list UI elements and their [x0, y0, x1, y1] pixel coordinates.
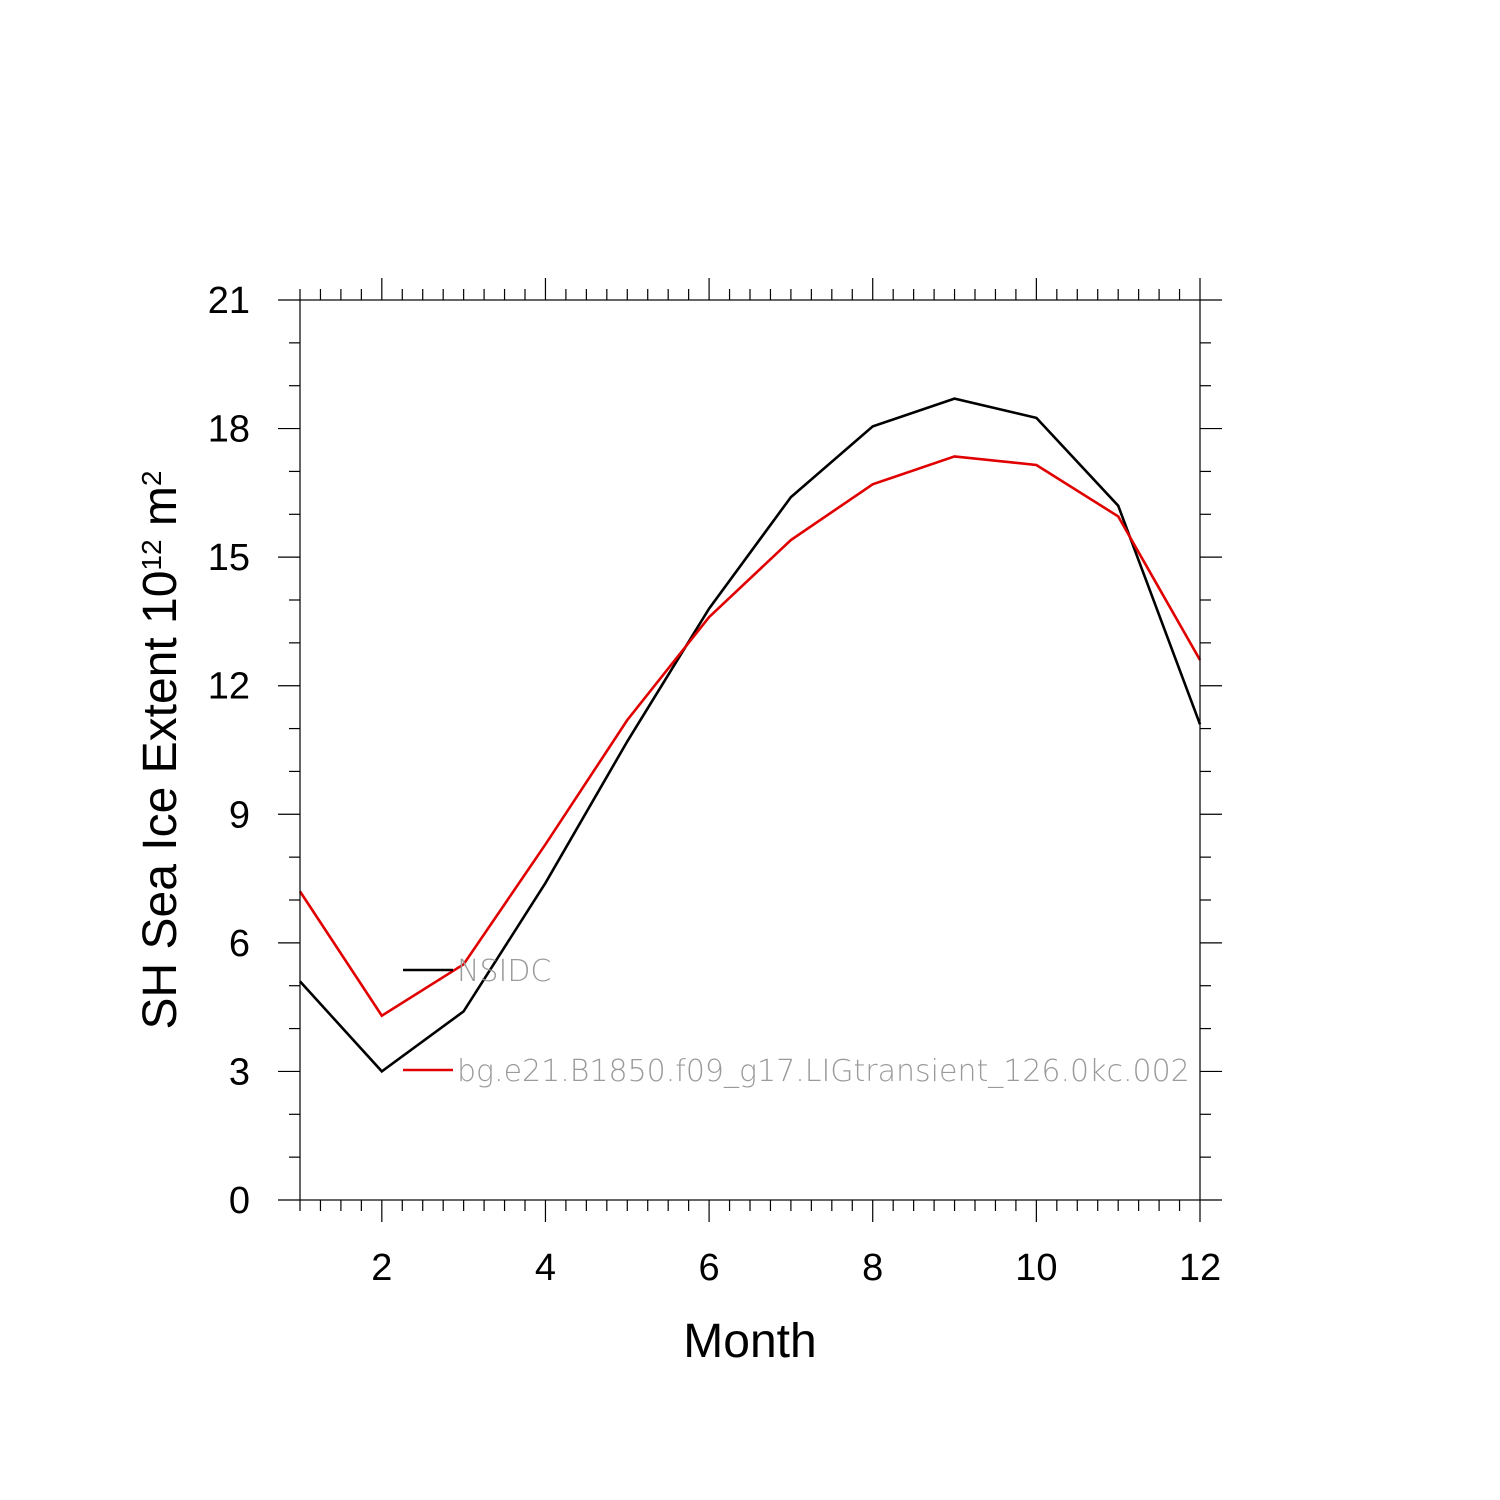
y-axis-title-unit-exponent: 2 [136, 471, 167, 487]
x-tick-label: 4 [535, 1247, 556, 1289]
plot-frame [299, 299, 1201, 1201]
x-tick-label: 10 [1015, 1247, 1057, 1289]
legend-entry-label: bg.e21.B1850.f09_g17.LIGtransient_126.0k… [457, 1054, 1190, 1089]
y-axis-title: SH Sea Ice Extent 1012 m2 [134, 471, 187, 1030]
legend-entry-label: NSIDC [457, 954, 551, 989]
x-axis-title: Month [683, 1315, 816, 1368]
x-tick-label: 6 [699, 1247, 720, 1289]
y-tick-label: 21 [208, 280, 250, 322]
x-tick-label: 12 [1179, 1247, 1221, 1289]
series-line-model [298, 455, 1202, 1018]
series-layer [298, 397, 1202, 1074]
svg-text:SH Sea Ice Extent 1012 m2: SH Sea Ice Extent 1012 m2 [134, 471, 187, 1030]
x-tick-label: 2 [371, 1247, 392, 1289]
x-tick-label: 8 [862, 1247, 883, 1289]
y-axis-title-main: SH Sea Ice Extent 10 [134, 571, 187, 1030]
y-axis-title-exponent: 12 [136, 539, 167, 570]
y-tick-label: 12 [208, 666, 250, 708]
tick-labels: 2 4 6 8 10 12 0 3 6 9 12 15 18 21 [208, 280, 1221, 1289]
y-tick-label: 6 [229, 923, 250, 965]
y-tick-label: 9 [229, 794, 250, 836]
y-tick-label: 18 [208, 409, 250, 451]
series-line-nsidc [299, 397, 1202, 1074]
y-tick-label: 15 [208, 537, 250, 579]
y-tick-label: 3 [229, 1051, 250, 1093]
y-axis-title-spacer [134, 526, 187, 539]
axis-ticks [278, 278, 1222, 1222]
y-axis-title-unit: m [134, 486, 187, 526]
legend: NSIDC bg.e21.B1850.f09_g17.LIGtransient_1… [403, 954, 1190, 1089]
y-tick-label: 0 [229, 1180, 250, 1222]
